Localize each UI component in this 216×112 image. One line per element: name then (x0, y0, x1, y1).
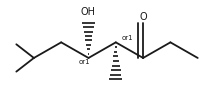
Text: or1: or1 (122, 35, 133, 41)
Text: or1: or1 (79, 59, 90, 65)
Text: OH: OH (81, 7, 96, 17)
Text: O: O (139, 12, 147, 22)
